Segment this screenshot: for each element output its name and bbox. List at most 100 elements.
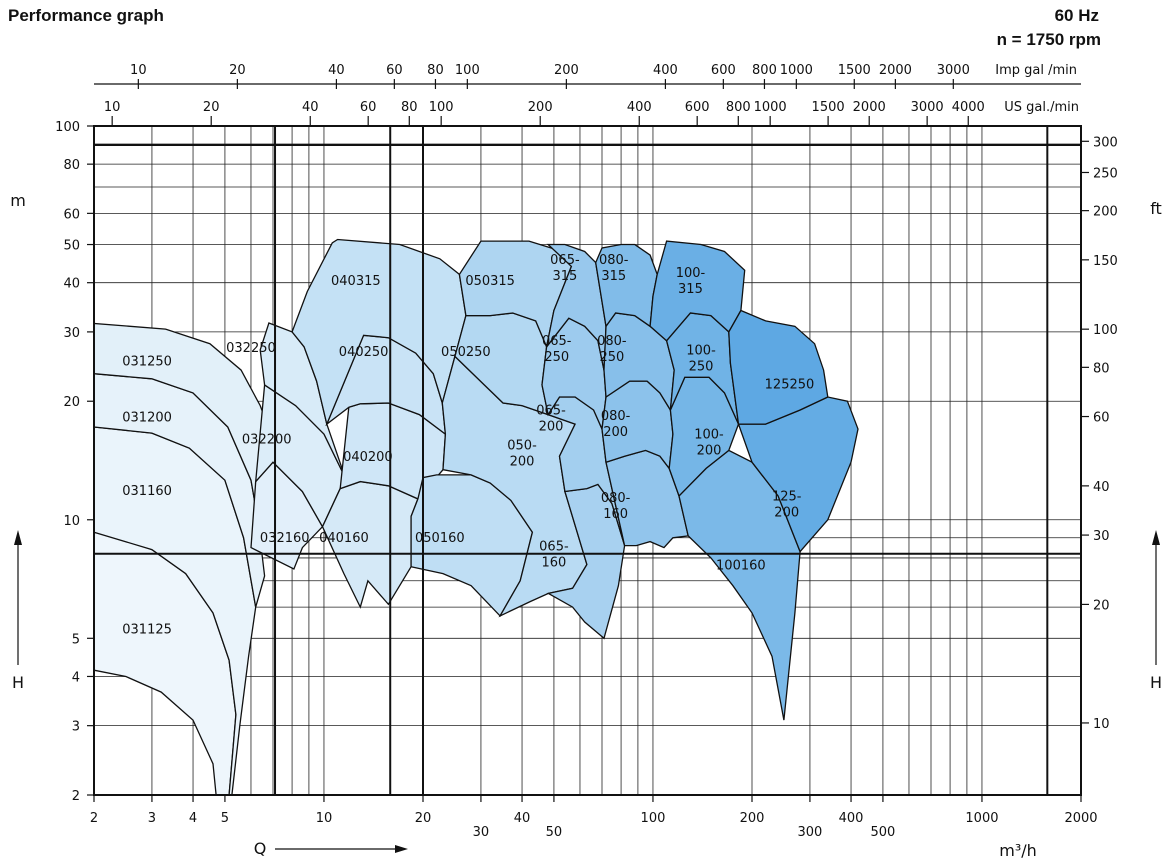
region-label-line: 315 [553,269,578,284]
y-tick-label: 3 [72,720,80,735]
y-tick-label: 5 [72,632,80,647]
x-tick-label: 40 [514,811,531,826]
us-tick-label: 400 [627,100,652,115]
imp-tick-label: 400 [653,63,678,78]
region-100315 [649,240,746,342]
region-label-080250: 080-250 [597,334,627,365]
region-label-032200: 032200 [242,432,292,447]
us-tick-label: 100 [429,100,454,115]
x-tick-label: 10 [316,811,333,826]
region-label-031250: 031250 [122,354,172,369]
ft-tick-label: 200 [1093,205,1118,220]
plot-frame [93,125,1082,796]
region-label-line: 100- [686,344,716,359]
x-tick-label: 3 [148,811,156,826]
us-tick-label: 2000 [853,100,886,115]
imp-tick-label: 800 [752,63,777,78]
region-label-line: 080- [601,491,631,506]
ft-tick-label: 30 [1093,529,1110,544]
x-tick-label: 2000 [1064,811,1097,826]
x-tick-label: 5 [221,811,229,826]
region-labels: 031125 031160 031200 031250 032160 032200 0322… [122,253,814,637]
speed-label: n = 1750 rpm [996,30,1101,49]
region-label-line: 040250 [339,345,389,360]
imp-tick-label: 60 [386,63,403,78]
region-label-050200: 050-200 [507,439,537,470]
chart-title: Performance graph [8,6,164,25]
x-tick-label: 400 [839,811,864,826]
region-label-line: 080- [601,409,631,424]
us-tick-label: 4000 [952,100,985,115]
y-tick-label: 30 [63,326,80,341]
region-label-line: 250 [599,350,624,365]
region-label-040160: 040160 [319,531,369,546]
region-label-line: 031125 [122,622,172,637]
region-label-line: 315 [678,282,703,297]
us-tick-label: 600 [685,100,710,115]
region-label-line: 200 [510,455,535,470]
us-tick-label: 800 [726,100,751,115]
region-label-line: 160 [603,507,628,522]
us-tick-label: 60 [360,100,377,115]
imp-tick-label: 1500 [838,63,871,78]
region-label-line: 065- [542,334,572,349]
y-tick-label: 100 [55,120,80,135]
region-label-line: 200 [697,444,722,459]
x-tick-label: 300 [798,825,823,840]
imp-tick-label: 40 [328,63,345,78]
region-label-line: 250 [689,360,714,375]
region-label-line: 032250 [226,341,276,356]
region-label-line: 050160 [415,531,465,546]
region-label-065200: 065-200 [536,403,566,434]
x-tick-label: 30 [473,825,490,840]
us-tick-label: 10 [104,100,121,115]
right-axis-unit: ft [1150,199,1162,218]
us-tick-label: 80 [401,100,418,115]
region-label-050250: 050250 [441,345,491,360]
ft-tick-label: 80 [1093,361,1110,376]
region-label-line: 125- [772,489,802,504]
imp-tick-label: 10 [130,63,147,78]
region-label-065160: 065-160 [539,540,569,571]
x-axis-arrowhead [395,845,408,853]
ft-tick-label: 10 [1093,717,1110,732]
y-tick-label: 2 [72,789,80,804]
x-tick-label: 20 [415,811,432,826]
region-label-065250: 065-250 [542,334,572,365]
region-label-line: 080- [599,253,629,268]
region-label-line: 040315 [331,274,381,289]
region-label-line: 031250 [122,354,172,369]
pump-regions [93,238,859,796]
region-label-100200: 100-200 [694,428,724,459]
us-tick-label: 20 [203,100,220,115]
ft-tick-label: 20 [1093,598,1110,613]
imp-tick-label: 100 [455,63,480,78]
y-tick-label: 10 [63,514,80,529]
region-label-050315: 050315 [465,274,515,289]
region-label-031200: 031200 [122,410,172,425]
region-label-line: 031200 [122,410,172,425]
x-tick-label: 4 [189,811,197,826]
region-label-100315: 100-315 [676,266,706,297]
imp-tick-label: 20 [229,63,246,78]
ft-tick-label: 150 [1093,254,1118,269]
ft-tick-label: 300 [1093,135,1118,150]
region-label-line: 160 [542,556,567,571]
imp-tick-label: 200 [554,63,579,78]
region-label-line: 040160 [319,531,369,546]
imp-tick-label: 80 [427,63,444,78]
frequency-label: 60 Hz [1054,6,1099,25]
region-label-080160: 080-160 [601,491,631,522]
region-label-125200: 125-200 [772,489,802,520]
region-label-line: 200 [774,505,799,520]
region-label-line: 125250 [765,377,815,392]
region-label-line: 100- [676,266,706,281]
region-label-line: 032160 [260,531,310,546]
ft-tick-label: 100 [1093,323,1118,338]
x-axis-unit: m³/h [999,841,1037,860]
right-axis-arrowhead [1152,530,1160,545]
region-label-line: 032200 [242,432,292,447]
imp-unit: Imp gal /min [995,63,1077,78]
region-label-line: 200 [539,419,564,434]
region-label-line: 250 [544,350,569,365]
